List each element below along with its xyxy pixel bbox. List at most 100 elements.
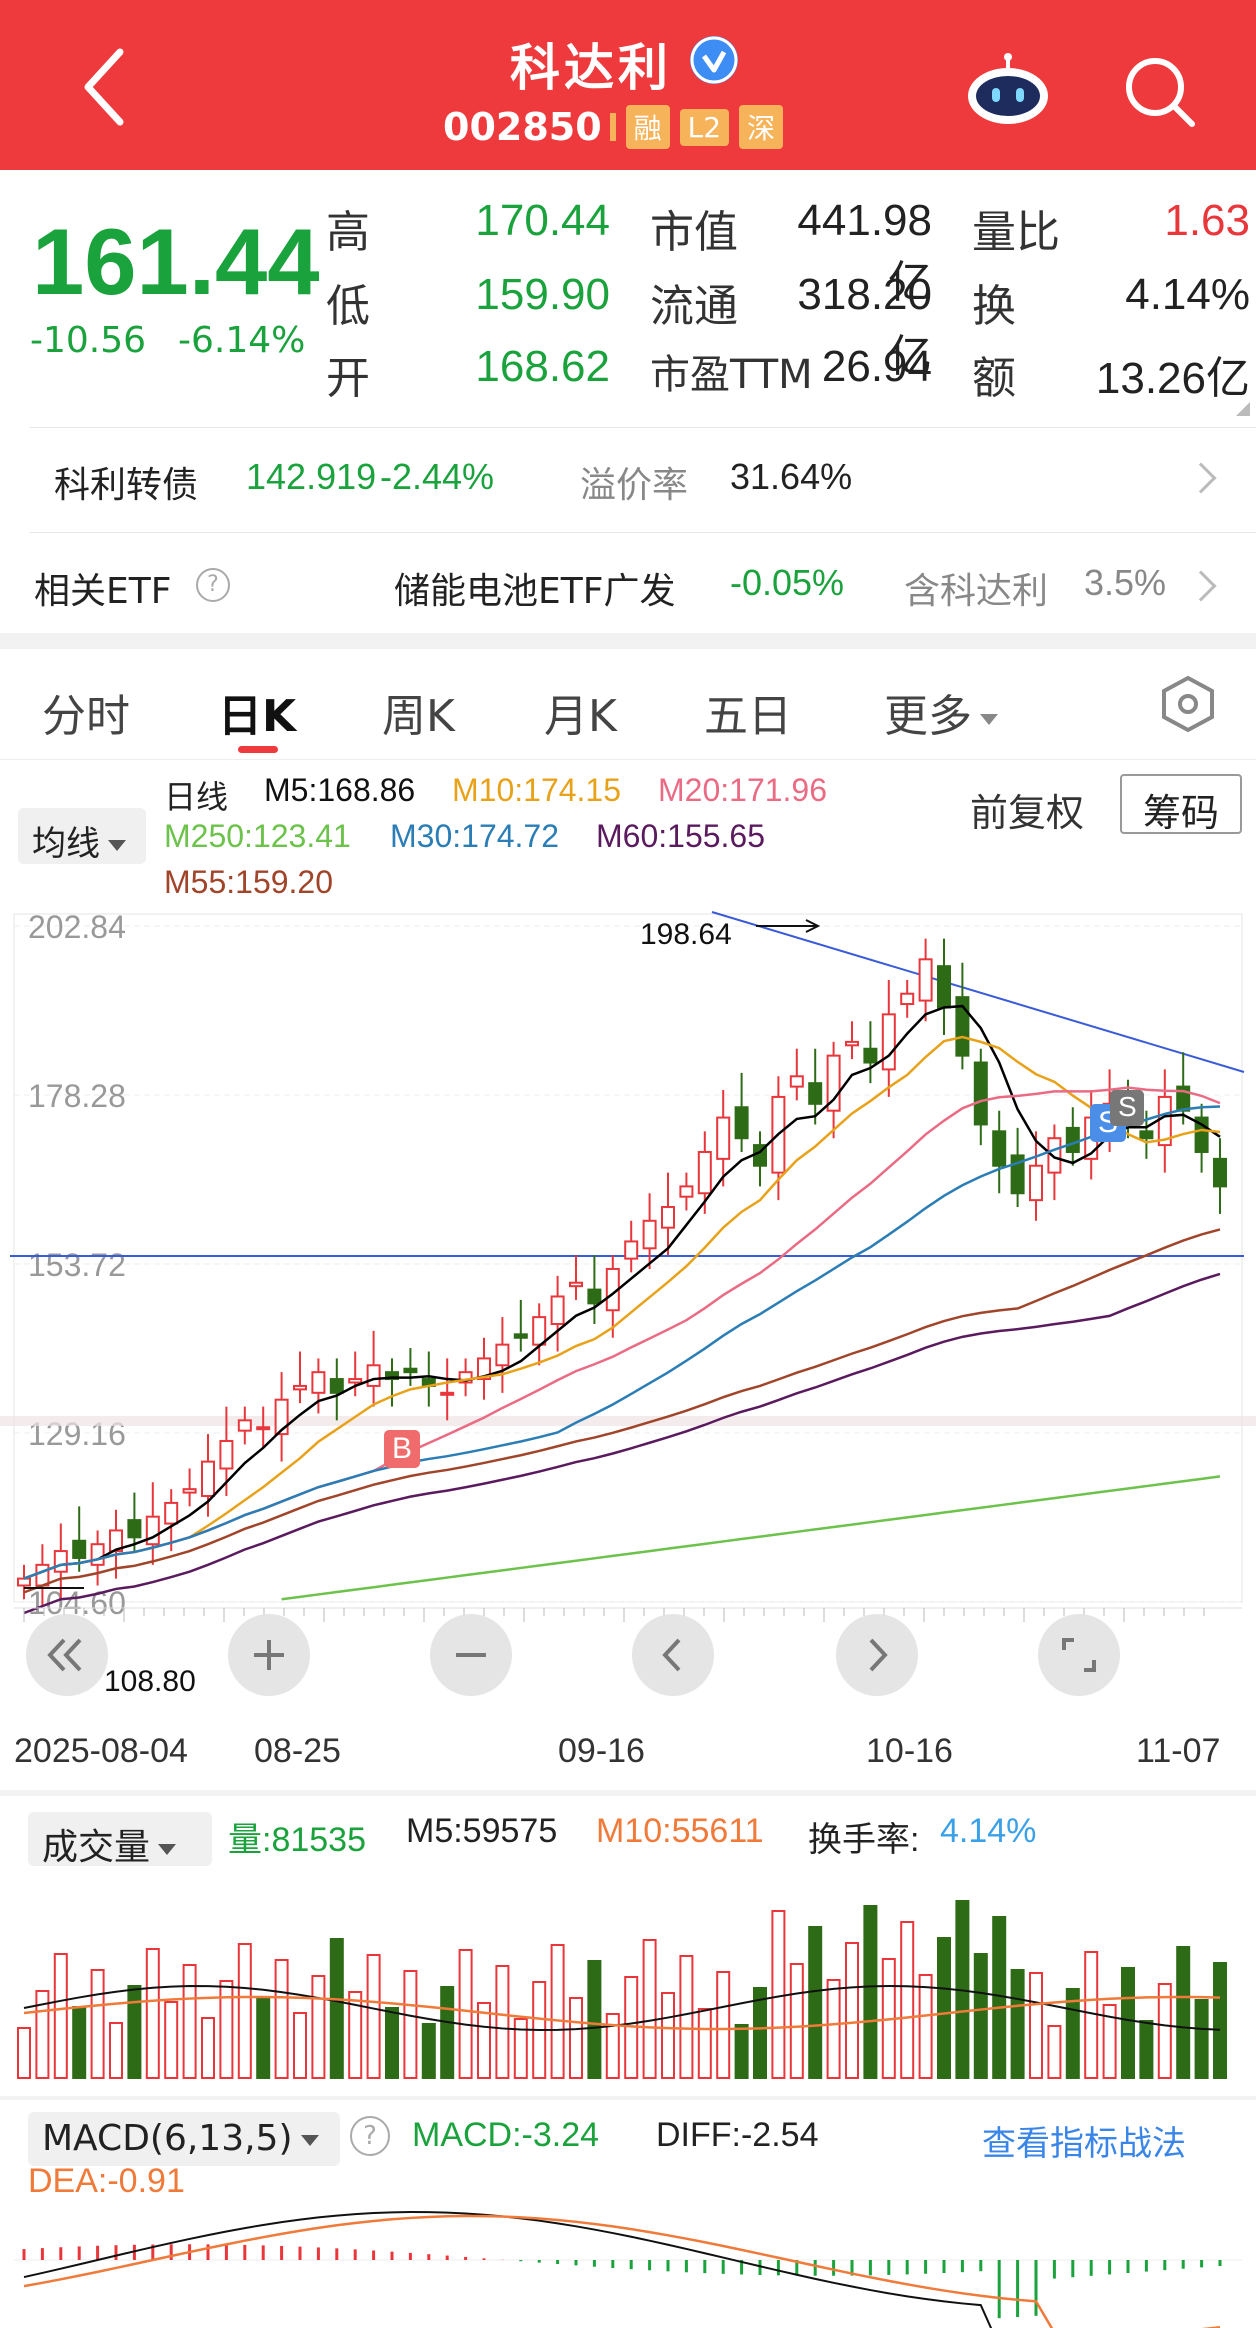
volume-bar	[385, 2007, 399, 2079]
volume-bar	[973, 1953, 988, 2079]
chevron-right-icon	[1185, 570, 1217, 602]
candle-body	[808, 1082, 823, 1105]
candle-body	[624, 1240, 639, 1260]
tab-more[interactable]: 更多	[884, 680, 998, 744]
volume-m10: M10:55611	[596, 1812, 764, 1850]
ma5-line	[23, 1004, 1221, 1580]
price-axis-label: 202.84	[28, 909, 126, 945]
high-arrow-head	[805, 919, 821, 933]
legend-m60: M60:155.65	[596, 818, 766, 854]
candle-body	[513, 1333, 528, 1339]
volume-bar	[642, 1939, 657, 2079]
volume-bar	[789, 1963, 804, 2079]
volume-bar	[900, 1921, 915, 2079]
kline-chart[interactable]: 202.84178.28153.72129.16104.60198.64108.…	[0, 900, 1256, 1720]
etf-label: 相关ETF	[34, 571, 172, 612]
candle-body	[937, 965, 951, 1009]
dropdown-icon	[300, 2134, 319, 2146]
volume-ratio-value: 1.63	[1164, 196, 1250, 245]
candle-body	[90, 1543, 105, 1566]
quote-panel: 161.44 -10.56 -6.14% 高 170.44 低 159.90 开…	[0, 170, 1256, 425]
volume-bar	[477, 2002, 491, 2079]
tab-intraday[interactable]: 分时	[42, 691, 130, 742]
tab-five-day[interactable]: 五日	[704, 691, 792, 742]
candle-body	[992, 1130, 1007, 1167]
volume-ratio-label: 量比	[972, 207, 1060, 258]
ma250-line	[281, 1475, 1221, 1601]
volume-title: 成交量	[42, 1827, 151, 1868]
high-value: 170.44	[475, 196, 610, 245]
help-icon[interactable]: ?	[196, 568, 230, 602]
legend-m30: M30:174.72	[390, 818, 560, 854]
macd-indicator-dropdown[interactable]: MACD(6,13,5)	[28, 2112, 340, 2166]
volume-bar	[293, 2012, 307, 2079]
volume-bar	[1176, 1946, 1191, 2079]
volume-bar	[1029, 1972, 1043, 2079]
bond-name: 科利转债	[54, 465, 199, 506]
ma-toggle-label: 均线	[32, 824, 100, 864]
ma-toggle-dropdown[interactable]: 均线	[18, 808, 146, 864]
dea-value: DEA:-0.91	[28, 2162, 185, 2200]
zoom-out-button[interactable]	[430, 1614, 512, 1696]
dropdown-icon	[158, 1843, 177, 1855]
fullscreen-button[interactable]	[1038, 1614, 1120, 1696]
rewind-button[interactable]	[26, 1614, 108, 1696]
indicator-strategy-link[interactable]: 查看指标战法	[982, 2124, 1186, 2164]
candle-body	[642, 1219, 657, 1250]
volume-m10-line	[23, 1995, 1221, 2031]
scroll-left-button[interactable]	[632, 1614, 714, 1696]
zoom-in-button[interactable]	[228, 1614, 310, 1696]
candle-body	[1065, 1126, 1080, 1153]
scroll-right-button[interactable]	[836, 1614, 918, 1696]
adjust-mode[interactable]: 前复权	[970, 791, 1085, 835]
volume-bar	[35, 1990, 50, 2079]
volume-bar	[1213, 1962, 1227, 2079]
search-icon[interactable]	[1120, 52, 1200, 132]
back-arrow-icon[interactable]	[70, 42, 140, 132]
dropdown-icon	[108, 840, 126, 851]
highlight-band	[0, 1416, 1256, 1426]
tab-weekly-k[interactable]: 周K	[382, 691, 455, 742]
macd-value: MACD:-3.24	[412, 2116, 600, 2154]
volume-bar	[348, 1991, 363, 2079]
high-price-label: 198.64	[640, 918, 732, 951]
volume-bar	[201, 2017, 215, 2079]
settings-hexagon-icon[interactable]	[1160, 674, 1216, 734]
robot-assistant-icon[interactable]	[966, 52, 1050, 128]
ma10-line	[23, 1035, 1221, 1580]
volume-bar	[1157, 1983, 1172, 2079]
section-separator	[0, 2096, 1256, 2100]
high-label: 高	[326, 207, 370, 258]
ma55-line	[23, 1228, 1221, 1594]
tab-more-label: 更多	[884, 691, 972, 742]
candle-body	[863, 1047, 878, 1064]
tab-daily-k[interactable]: 日K	[218, 691, 297, 742]
low-label: 低	[326, 281, 370, 332]
volume-chart[interactable]	[0, 1866, 1256, 2090]
candle-body	[955, 996, 970, 1057]
volume-bar	[329, 1938, 344, 2079]
candle-body	[569, 1281, 583, 1288]
chips-button[interactable]: 筹码	[1120, 774, 1242, 835]
candle-body	[900, 992, 915, 1006]
section-separator	[0, 633, 1256, 649]
buy-marker	[384, 1430, 420, 1468]
macd-chart[interactable]	[0, 2180, 1256, 2328]
resistance-trendline	[711, 911, 1245, 1073]
candle-body	[366, 1364, 381, 1387]
volume-bar	[1102, 2004, 1117, 2079]
candle-body	[495, 1343, 510, 1367]
expand-corner-icon[interactable]	[1236, 402, 1250, 416]
help-icon[interactable]: ?	[350, 2116, 390, 2156]
date-label-end: 11-07	[1136, 1732, 1221, 1770]
volume-bar	[679, 1955, 694, 2079]
volume-indicator-dropdown[interactable]: 成交量	[28, 1812, 212, 1868]
tab-monthly-k[interactable]: 月K	[544, 691, 617, 742]
volume-bar	[109, 2022, 123, 2079]
volume-m5: M5:59575	[406, 1812, 558, 1850]
premium-value: 31.64%	[730, 456, 853, 497]
volume-bar	[863, 1905, 878, 2079]
fullscreen-icon	[1062, 1638, 1096, 1672]
plus-icon	[254, 1640, 284, 1670]
stock-code-row: 002850 融 L2 深	[443, 105, 784, 149]
